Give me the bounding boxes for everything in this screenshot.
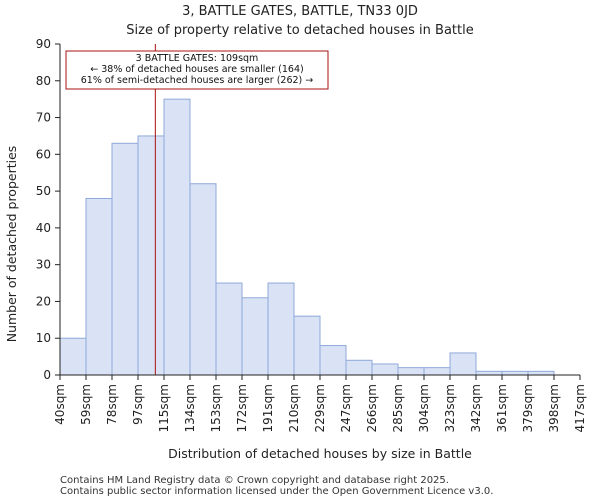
x-tick-label: 417sqm [573,384,587,432]
x-tick-label: 115sqm [157,384,171,432]
annotation-line-1: 3 BATTLE GATES: 109sqm [136,53,259,64]
marker-group: 3 BATTLE GATES: 109sqm← 38% of detached … [65,44,329,375]
x-tick-label: 323sqm [443,384,457,432]
y-tick-label: 90 [36,37,51,51]
x-axis-label: Distribution of detached houses by size … [168,446,472,461]
bar-210sqm [293,315,321,376]
bar-342sqm [475,370,503,376]
x-tick-label: 229sqm [313,384,327,432]
x-tick-label: 342sqm [469,384,483,432]
y-tick-label: 20 [36,294,51,308]
bar-304sqm [423,367,451,376]
bar-379sqm [527,370,555,376]
bar-191sqm [267,282,295,376]
x-tick-label: 134sqm [183,384,197,432]
bar-361sqm [501,370,529,376]
x-tick-label: 59sqm [79,384,93,425]
bar-247sqm [345,359,373,376]
x-tick-label: 172sqm [235,384,249,432]
footer-line-1: Contains HM Land Registry data © Crown c… [60,475,449,486]
annotation-line-3: 61% of semi-detached houses are larger (… [81,75,314,86]
x-tick-label: 97sqm [131,384,145,425]
y-tick-label: 30 [36,258,51,272]
bar-266sqm [371,363,399,376]
x-tick-label: 40sqm [53,384,67,425]
y-axis-label: Number of detached properties [4,146,19,343]
bar-323sqm [449,352,477,376]
x-tick-label: 78sqm [105,384,119,425]
chart-title: 3, BATTLE GATES, BATTLE, TN33 0JD [182,4,418,19]
x-tick-label: 379sqm [521,384,535,432]
bar-229sqm [319,345,347,376]
bar-153sqm [215,282,243,376]
annotation-line-2: ← 38% of detached houses are smaller (16… [90,64,303,75]
x-tick-label: 210sqm [287,384,301,432]
y-ticks-group: 0 10 20 30 40 50 60 70 80 90 [36,37,60,382]
x-tick-label: 398sqm [547,384,561,432]
y-tick-label: 0 [43,368,51,382]
bar-97sqm [137,135,165,376]
y-tick-label: 60 [36,147,51,161]
bar-134sqm [189,183,217,376]
annotation-box [65,50,329,90]
x-tick-label: 247sqm [339,384,353,432]
bar-78sqm [111,142,139,376]
x-tick-label: 361sqm [495,384,509,432]
bar-285sqm [397,367,425,376]
x-tick-label: 153sqm [209,384,223,432]
y-tick-label: 80 [36,74,51,88]
x-tick-label: 304sqm [417,384,431,432]
bar-115sqm [163,98,191,376]
y-tick-label: 40 [36,221,51,235]
footer-line-2: Contains public sector information licen… [60,486,493,497]
x-tick-label: 191sqm [261,384,275,432]
bar-59sqm [85,197,113,376]
x-tick-label: 266sqm [365,384,379,432]
bars-group [59,98,555,376]
bar-40sqm [59,337,87,376]
bar-172sqm [241,297,269,376]
x-tick-label: 285sqm [391,384,405,432]
chart-subtitle: Size of property relative to detached ho… [126,23,473,38]
x-ticks-group: 40sqm 59sqm 78sqm 97sqm 115sqm 134sqm 153sqm 17… [53,375,587,432]
y-tick-label: 10 [36,331,51,345]
y-tick-label: 70 [36,111,51,125]
y-tick-label: 50 [36,184,51,198]
